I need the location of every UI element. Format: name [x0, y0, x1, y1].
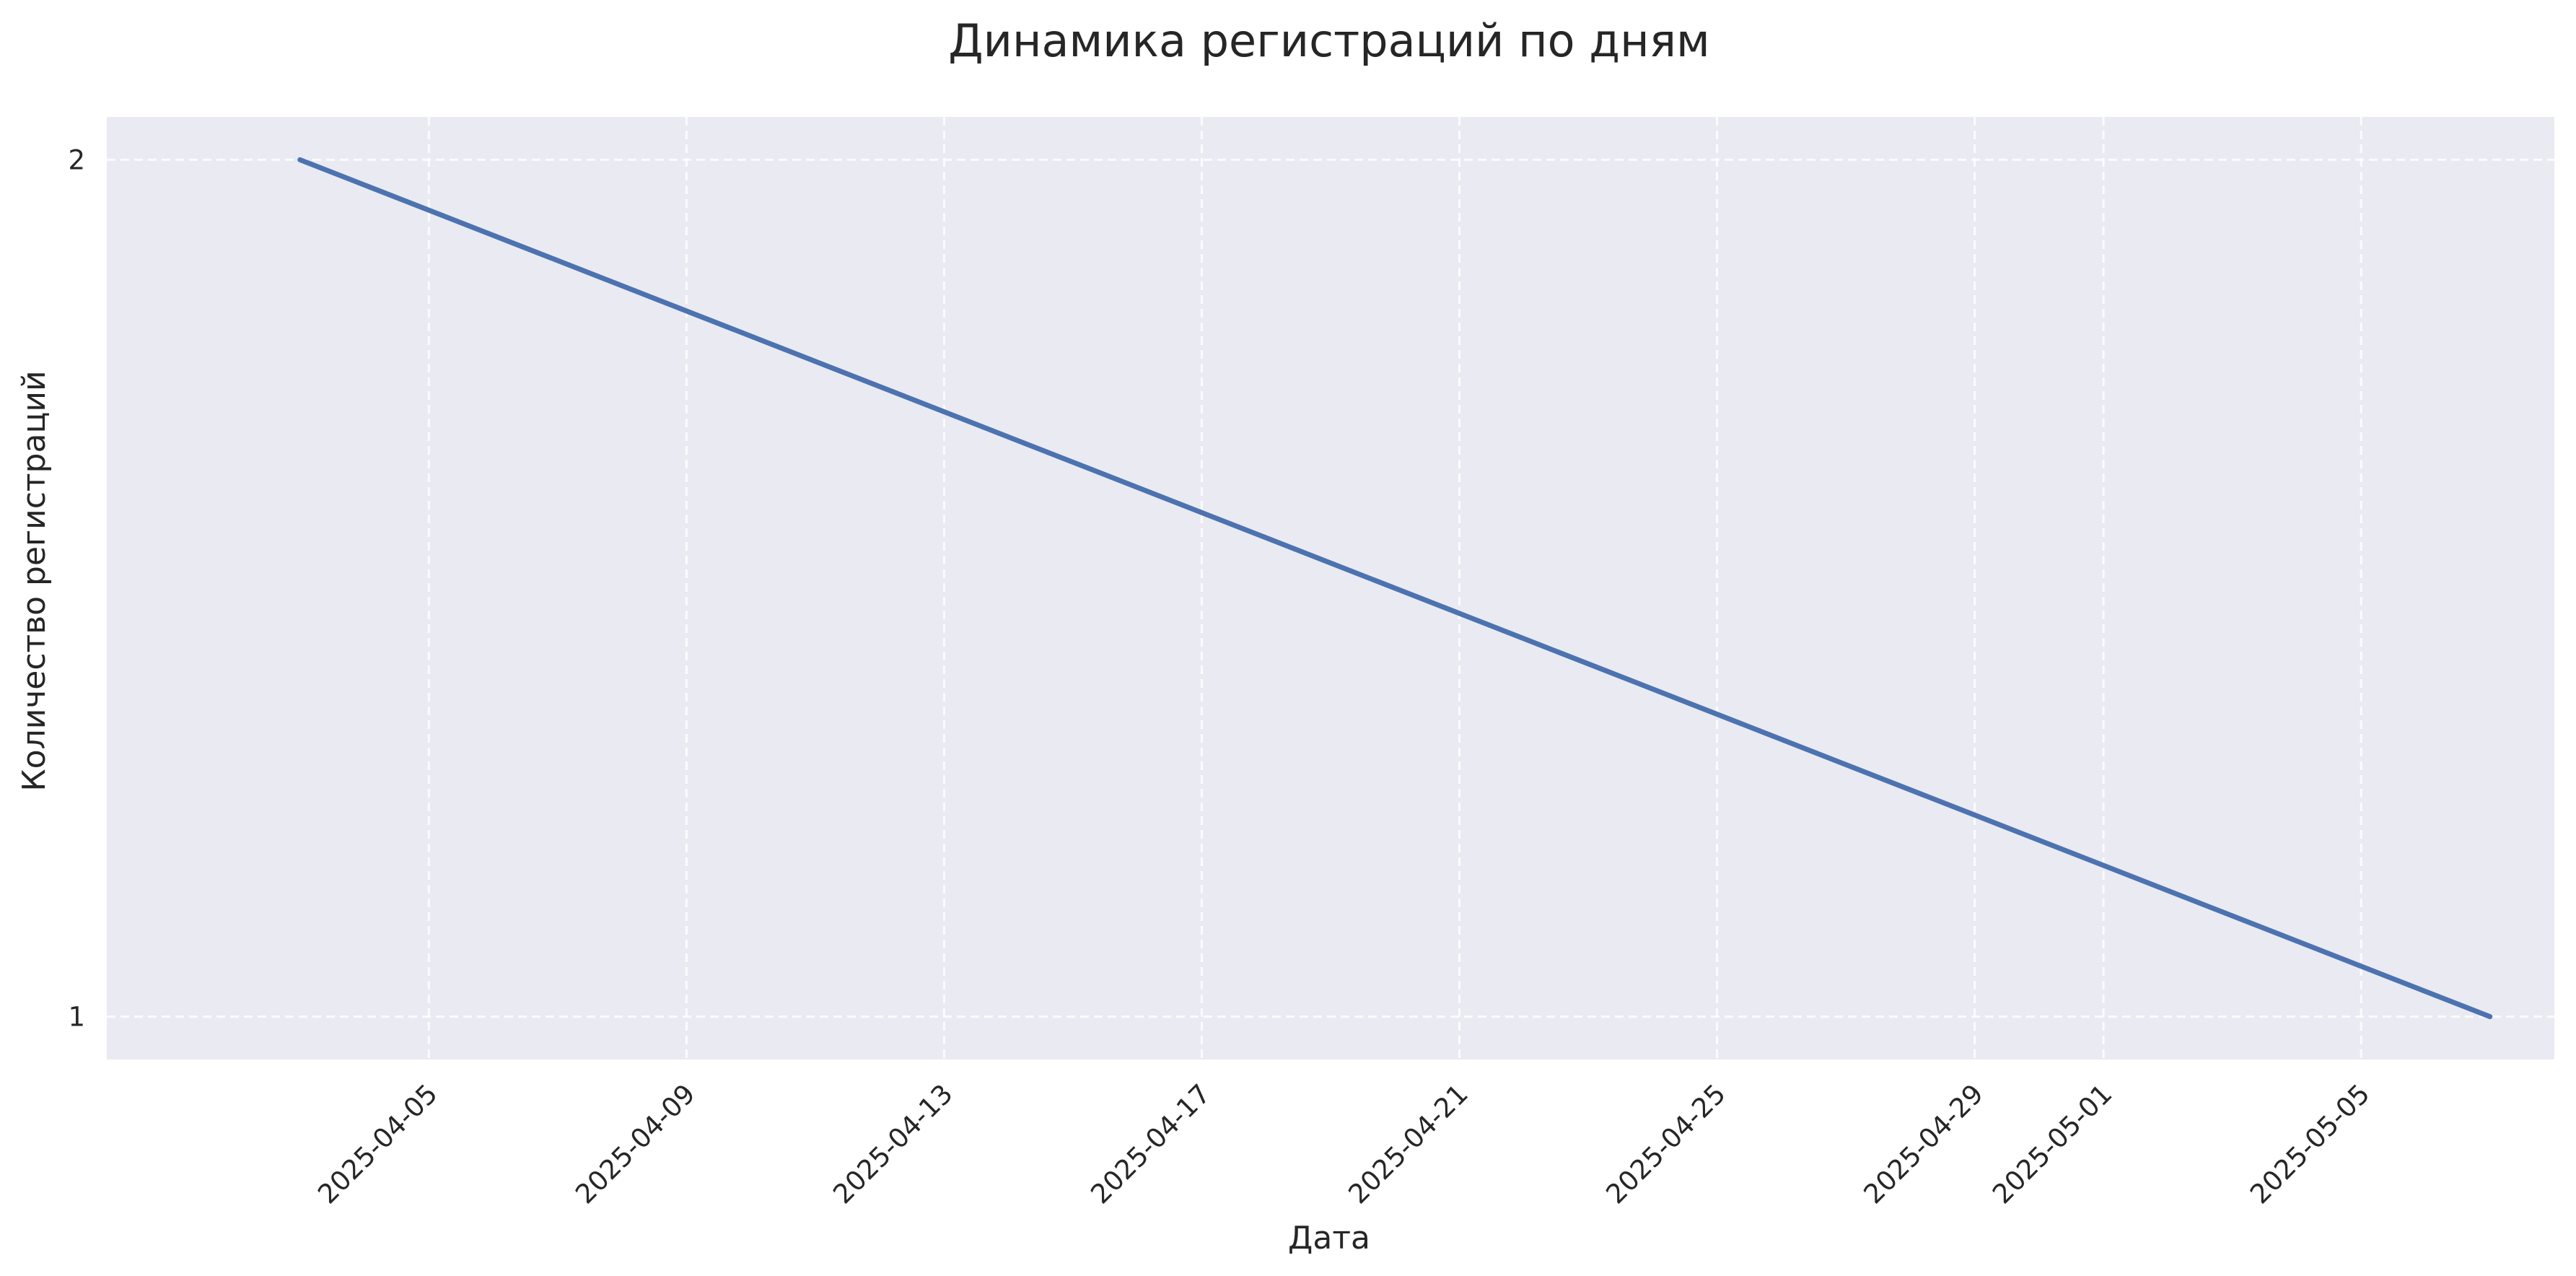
series-line	[297, 157, 2493, 1020]
x-tick-label: 2025-04-05	[312, 1078, 443, 1210]
y-axis-label: Количество регистраций	[16, 370, 53, 791]
x-tick-label: 2025-04-09	[569, 1078, 701, 1210]
x-tick-label: 2025-04-29	[1858, 1078, 1989, 1210]
y-axis-ticks: 12	[68, 144, 85, 1032]
series-layer	[297, 157, 2493, 1020]
x-tick-label: 2025-04-21	[1342, 1078, 1473, 1210]
x-tick-label: 2025-04-17	[1085, 1078, 1216, 1210]
grid	[107, 117, 2554, 1059]
x-tick-label: 2025-05-01	[1986, 1078, 2118, 1210]
y-tick-label: 2	[68, 144, 85, 175]
chart-title: Динамика регистраций по дням	[948, 14, 1710, 67]
plot-area	[107, 117, 2554, 1059]
y-tick-label: 1	[68, 1002, 85, 1033]
x-tick-label: 2025-04-13	[827, 1078, 958, 1210]
x-axis-label: Дата	[1288, 1220, 1370, 1257]
x-tick-label: 2025-04-25	[1600, 1078, 1731, 1210]
x-tick-label: 2025-05-05	[2244, 1078, 2375, 1210]
x-axis-ticks: 2025-04-05 2025-04-09 2025-04-13 2025-04-17…	[312, 1078, 2375, 1210]
